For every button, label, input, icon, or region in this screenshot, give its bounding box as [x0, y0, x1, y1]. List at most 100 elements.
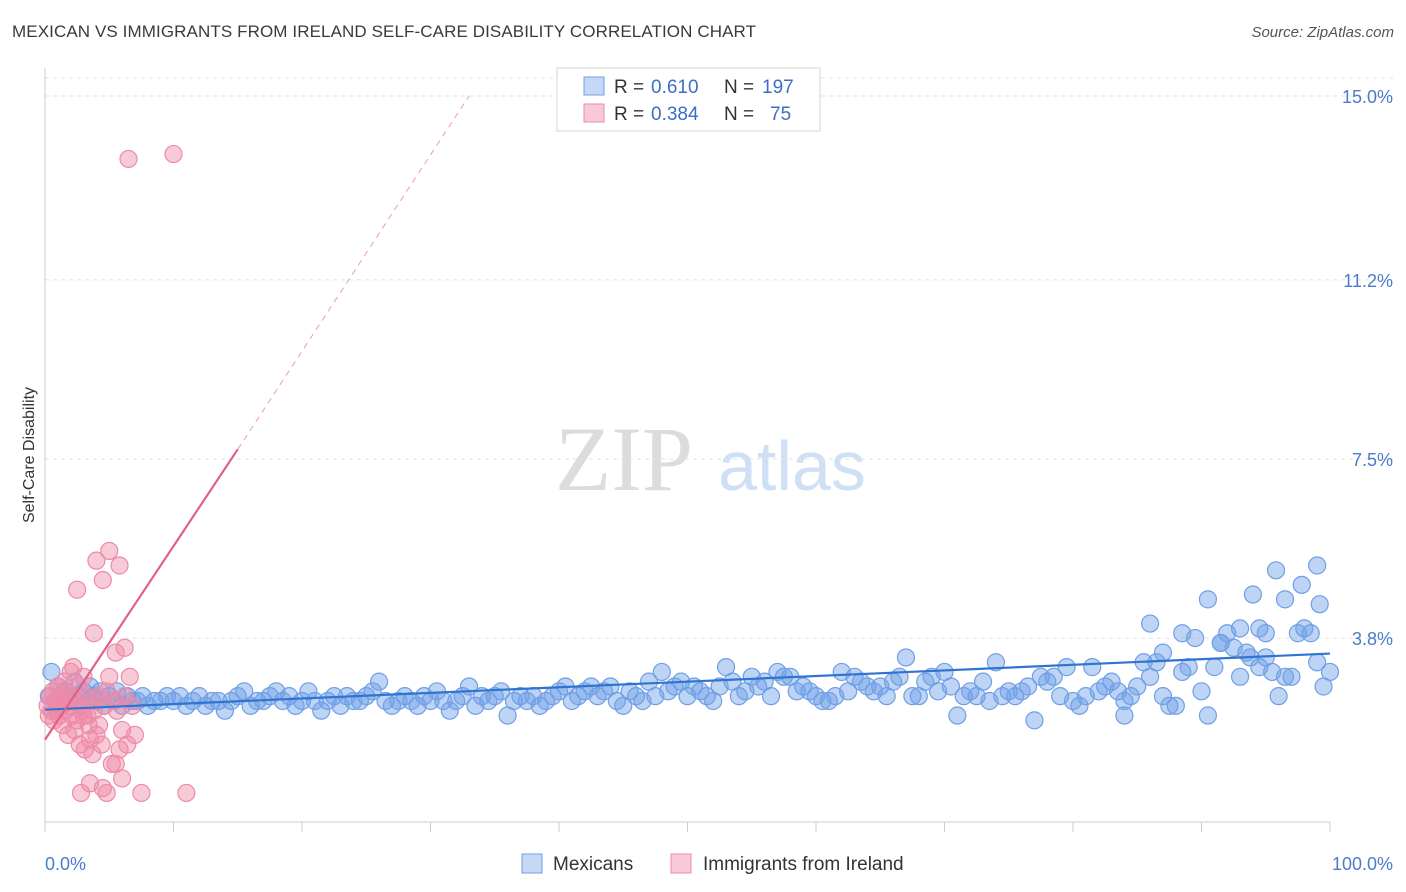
y-tick-labels: 15.0% 11.2% 7.5% 3.8%	[1342, 87, 1393, 649]
data-point	[941, 677, 961, 696]
watermark-atlas: atlas	[718, 427, 866, 505]
data-point	[492, 682, 511, 701]
data-point	[1269, 687, 1288, 706]
data-point	[1310, 595, 1329, 614]
data-point	[119, 149, 138, 169]
data-point	[70, 735, 89, 754]
data-point	[120, 667, 139, 686]
data-point	[1153, 643, 1173, 662]
data-point	[1102, 672, 1121, 691]
data-point	[1230, 667, 1250, 686]
data-point	[1282, 667, 1301, 686]
trend-line-ireland-extension	[237, 95, 470, 450]
legend-r-value-2: 0.384	[651, 104, 699, 125]
y-tick-label: 11.2%	[1343, 271, 1393, 291]
data-point	[1243, 585, 1263, 604]
data-point	[89, 716, 109, 735]
data-point	[125, 725, 145, 744]
data-point	[1160, 696, 1179, 715]
data-point	[1044, 667, 1063, 686]
data-point	[1140, 614, 1160, 633]
legend-swatch-mexicans	[583, 76, 605, 96]
data-point	[370, 672, 389, 691]
legend-n-value-2: 75	[770, 104, 791, 125]
mexicans-points	[39, 556, 1340, 730]
data-point	[55, 672, 74, 691]
data-point	[1308, 556, 1327, 575]
data-point	[102, 754, 121, 774]
data-point	[100, 667, 119, 686]
chart-title: MEXICAN VS IMMIGRANTS FROM IRELAND SELF-…	[12, 22, 757, 41]
data-point	[1025, 711, 1044, 730]
data-point	[1083, 658, 1102, 677]
data-point	[97, 682, 116, 701]
data-point	[100, 541, 119, 561]
legend-r-label-2: R =	[614, 104, 644, 125]
data-point	[132, 783, 151, 803]
data-point	[312, 701, 331, 720]
data-point	[115, 638, 134, 657]
data-point	[118, 735, 137, 754]
data-point	[1153, 687, 1173, 706]
x-tick-label-right: 100.0%	[1332, 854, 1393, 874]
data-point	[1128, 677, 1147, 696]
legend-swatch-ireland	[583, 103, 605, 123]
data-point	[1198, 706, 1218, 725]
data-point	[115, 687, 134, 706]
data-point	[1266, 561, 1286, 580]
data-point	[77, 687, 96, 706]
data-point	[164, 144, 183, 164]
data-point	[1275, 590, 1295, 609]
trend-lines	[44, 95, 1331, 741]
x-ticks	[44, 822, 1331, 832]
data-point	[986, 653, 1006, 672]
data-point	[903, 687, 922, 706]
data-point	[71, 783, 91, 803]
data-point	[896, 648, 916, 667]
bottom-legend-mexicans: Mexicans	[553, 854, 633, 875]
data-point	[1205, 658, 1224, 677]
legend-r-label-1: R =	[614, 77, 644, 98]
data-point	[68, 580, 87, 599]
data-point	[1115, 706, 1134, 725]
data-point	[948, 706, 967, 725]
y-axis-label: Self-Care Disability	[21, 387, 38, 523]
data-point	[890, 667, 909, 686]
bottom-swatch-ireland	[670, 853, 692, 874]
data-point	[292, 691, 312, 711]
data-point	[973, 672, 993, 691]
data-point	[652, 662, 671, 682]
data-point	[1275, 667, 1295, 686]
data-point	[1018, 677, 1038, 696]
data-point	[1256, 624, 1275, 643]
data-point	[87, 551, 106, 570]
legend-n-label-1: N =	[724, 77, 754, 98]
trend-line-ireland	[44, 448, 239, 741]
gridlines	[45, 77, 1393, 639]
source-label: Source: ZipAtlas.com	[1251, 24, 1394, 41]
trend-line-mexicans	[44, 652, 1331, 711]
data-point	[1230, 619, 1250, 638]
data-point	[1121, 687, 1140, 706]
data-point	[112, 769, 132, 788]
data-point	[1179, 658, 1198, 677]
data-point	[1301, 624, 1320, 643]
data-point	[1057, 658, 1076, 677]
legend-n-label-2: N =	[724, 104, 754, 125]
data-point	[93, 570, 112, 590]
y-tick-label: 7.5%	[1352, 450, 1393, 470]
series-legend: Mexicans Immigrants from Ireland	[521, 853, 904, 875]
legend-n-value-1: 197	[762, 77, 794, 98]
y-tick-label: 15.0%	[1342, 87, 1393, 107]
data-point	[92, 735, 111, 754]
data-point	[1198, 590, 1218, 609]
legend-r-value-1: 0.610	[651, 77, 699, 98]
data-point	[440, 701, 459, 720]
data-point	[97, 783, 116, 803]
data-point	[1070, 696, 1089, 715]
data-point	[1166, 696, 1185, 715]
stats-legend: R = 0.610 N = 197 R = 0.384 N = 75	[556, 67, 821, 132]
data-point	[61, 662, 80, 682]
data-point	[1173, 624, 1192, 643]
data-point	[110, 556, 129, 575]
